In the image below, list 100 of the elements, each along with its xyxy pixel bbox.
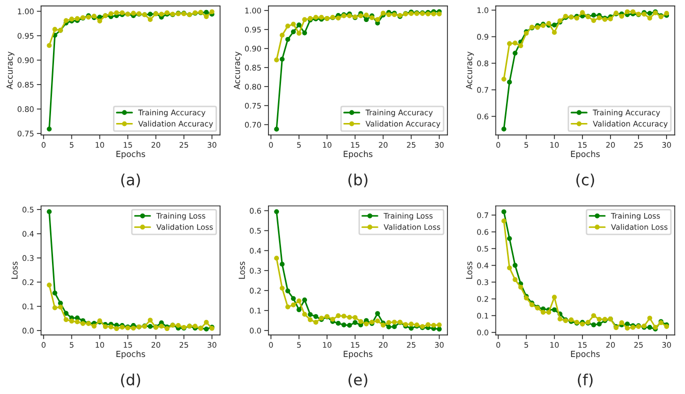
point [392, 320, 397, 325]
text: (e) [348, 374, 368, 388]
point [148, 17, 153, 22]
point [501, 76, 506, 82]
point [130, 10, 136, 16]
point [204, 14, 209, 20]
point [159, 12, 164, 17]
y-axis-title: Accuracy [6, 52, 14, 90]
point [69, 318, 74, 324]
point [336, 16, 341, 21]
point [52, 26, 58, 32]
x-axis-title: Epochs [571, 350, 600, 359]
point [46, 43, 52, 48]
point [130, 326, 136, 331]
point [501, 218, 506, 224]
text: (c) [576, 174, 594, 188]
point [647, 10, 652, 16]
y-axis-title: Loss [238, 262, 245, 279]
point [341, 322, 346, 328]
point [664, 10, 670, 16]
point [507, 265, 512, 270]
point [501, 126, 506, 132]
point [375, 318, 380, 324]
point [624, 326, 630, 331]
point [280, 32, 285, 38]
text: (d) [121, 374, 140, 388]
x-axis-title: Epochs [571, 150, 600, 159]
point [296, 307, 302, 312]
point [210, 9, 214, 14]
point [290, 22, 296, 27]
point [580, 10, 585, 15]
point [114, 10, 119, 16]
point [52, 305, 58, 310]
point [114, 326, 119, 332]
point [591, 313, 596, 318]
point [148, 12, 153, 17]
point [647, 316, 652, 321]
point [148, 318, 153, 323]
point [296, 22, 302, 28]
point [308, 312, 313, 317]
point [347, 314, 352, 320]
point [97, 18, 102, 24]
point [501, 209, 506, 214]
point [596, 322, 602, 326]
y-axis-title: Accuracy [466, 52, 474, 90]
y-axis-title: Loss [11, 262, 18, 279]
point [280, 56, 285, 62]
point [336, 313, 341, 318]
point [159, 324, 164, 329]
point [274, 209, 279, 214]
point [624, 322, 630, 326]
point [341, 314, 346, 319]
point [108, 324, 114, 330]
point [313, 320, 318, 325]
point [290, 29, 296, 34]
point [552, 30, 557, 35]
text: (f) [578, 374, 593, 388]
point [436, 326, 442, 332]
point [285, 288, 290, 294]
point [64, 317, 68, 322]
point [386, 324, 392, 330]
point [647, 16, 652, 21]
point [46, 126, 52, 132]
point [102, 324, 108, 330]
point [176, 323, 181, 328]
point [204, 320, 209, 325]
point [552, 307, 557, 312]
point [431, 322, 436, 328]
point [512, 262, 518, 268]
point [74, 319, 80, 324]
point [302, 312, 308, 317]
point [558, 316, 562, 322]
x-axis-title: Epochs [344, 350, 372, 359]
point [386, 12, 392, 18]
point [204, 10, 209, 15]
point [285, 24, 290, 29]
point [308, 317, 313, 322]
point [647, 324, 652, 330]
point [274, 58, 279, 62]
y-axis-title: Loss [466, 262, 472, 279]
point [619, 14, 624, 19]
point [358, 319, 364, 324]
point [375, 17, 380, 22]
point [290, 296, 296, 301]
point [52, 290, 58, 296]
point [507, 236, 512, 241]
point [296, 298, 302, 304]
point [375, 311, 380, 316]
point [552, 294, 557, 300]
point [148, 324, 153, 329]
point [296, 30, 302, 36]
point [596, 15, 602, 20]
point [64, 18, 68, 23]
point [285, 36, 290, 42]
point [386, 320, 392, 325]
point [352, 315, 358, 320]
point [596, 316, 602, 322]
point [512, 50, 518, 56]
point [392, 324, 397, 330]
point [591, 322, 596, 328]
